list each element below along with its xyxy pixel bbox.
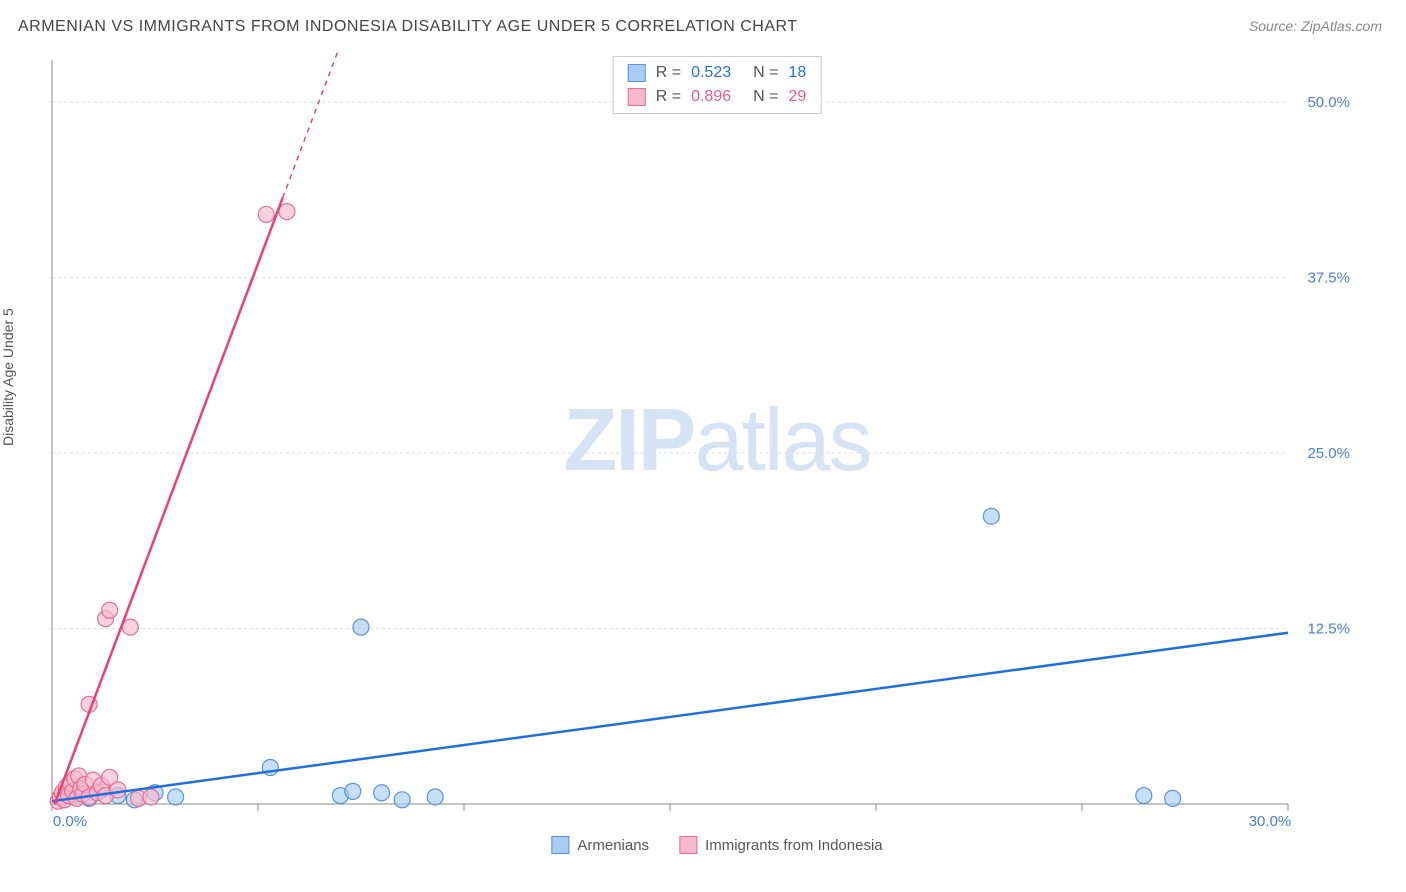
stat-r-label: R = <box>656 64 681 82</box>
stat-r-value: 0.896 <box>691 88 731 106</box>
stat-n-label: N = <box>753 64 778 82</box>
svg-text:0.0%: 0.0% <box>53 813 87 830</box>
chart-area: ZIPatlas 12.5%25.0%37.5%50.0%0.0%30.0% R… <box>48 52 1386 860</box>
stat-n-value: 29 <box>788 88 806 106</box>
legend-swatch <box>628 88 646 106</box>
legend-swatch <box>679 836 697 854</box>
legend-label: Immigrants from Indonesia <box>705 837 883 854</box>
svg-text:25.0%: 25.0% <box>1307 445 1350 462</box>
stats-legend-box: R = 0.523 N = 18 R = 0.896 N = 29 <box>613 56 822 114</box>
bottom-legend: Armenians Immigrants from Indonesia <box>551 836 882 854</box>
chart-title: ARMENIAN VS IMMIGRANTS FROM INDONESIA DI… <box>18 18 798 36</box>
source-attribution: Source: ZipAtlas.com <box>1249 18 1382 34</box>
legend-label: Armenians <box>577 837 649 854</box>
scatter-chart: 12.5% 25.0% 37.5% 50.0% 0.0% 30.0% <box>48 52 1358 832</box>
stat-r-value: 0.523 <box>691 64 731 82</box>
stat-n-value: 18 <box>788 64 806 82</box>
stat-r-label: R = <box>656 88 681 106</box>
svg-text:12.5%: 12.5% <box>1307 621 1350 638</box>
svg-text:37.5%: 37.5% <box>1307 270 1350 287</box>
legend-item: Immigrants from Indonesia <box>679 836 883 854</box>
stat-n-label: N = <box>753 88 778 106</box>
svg-text:30.0%: 30.0% <box>1249 813 1292 830</box>
stats-row: R = 0.523 N = 18 <box>628 61 807 85</box>
legend-item: Armenians <box>551 836 649 854</box>
stats-row: R = 0.896 N = 29 <box>628 85 807 109</box>
y-axis-label: Disability Age Under 5 <box>0 308 16 446</box>
svg-text:50.0%: 50.0% <box>1307 94 1350 111</box>
legend-swatch <box>551 836 569 854</box>
legend-swatch <box>628 64 646 82</box>
